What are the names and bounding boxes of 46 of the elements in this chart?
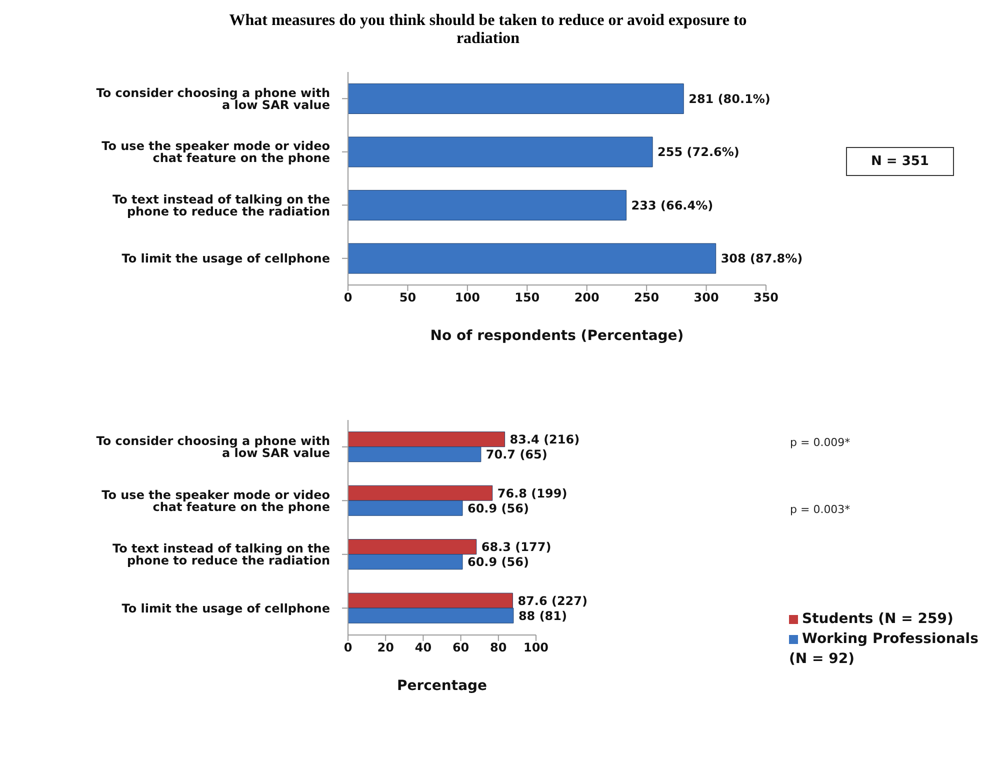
y-tick-label: To consider choosing a phone with a low SAR value [96, 434, 330, 460]
data-label: 87.6 (227) [518, 594, 588, 608]
x-axis-title: Percentage [396, 678, 488, 694]
data-label: 281 (80.1%) [688, 92, 770, 106]
x-tick-label: 0 [344, 640, 352, 655]
x-tick-label: 250 [634, 290, 660, 305]
x-tick-label: 60 [452, 640, 470, 655]
x-tick-label: 50 [399, 290, 416, 305]
y-tick-label: To use the speaker mode or video chat feature on the phone [102, 488, 330, 514]
x-tick-label: 100 [454, 290, 480, 305]
x-tick-label: 80 [490, 640, 507, 655]
bar [348, 190, 627, 220]
data-label: 60.9 (56) [467, 501, 529, 516]
bar [348, 136, 653, 168]
x-tick-label: 350 [753, 290, 779, 305]
data-label: 68.3 (177) [481, 540, 552, 554]
data-label: 60.9 (56) [467, 555, 529, 570]
text: p = 0.003* [790, 503, 850, 516]
y-tick-label: To text instead of talking on the phone to reduce the radiation [112, 542, 330, 568]
y-tick-label: To limit the usage of cellphone [122, 252, 330, 266]
data-label: 76.8 (199) [497, 486, 568, 500]
data-label: 255 (72.6%) [658, 145, 740, 160]
data-label: 233 (66.4%) [631, 198, 714, 212]
y-tick-label: To consider choosing a phone with a low SAR value [96, 86, 330, 112]
x-tick-label: 0 [344, 290, 352, 305]
x-tick-label: 150 [514, 290, 540, 305]
x-tick-label: 100 [523, 640, 549, 655]
text: p = 0.009* [790, 436, 850, 449]
x-tick-label: 20 [377, 640, 394, 655]
legend-label: Students (N = 259) [802, 611, 954, 627]
x-tick-label: 300 [694, 290, 719, 305]
data-label: 70.7 (65) [486, 448, 548, 462]
x-axis-title: No of respondents (Percentage) [430, 328, 684, 344]
legend-label: Working Professionals (N = 92) [789, 631, 978, 667]
data-label: 83.4 (216) [510, 432, 580, 447]
x-tick-label: 200 [574, 290, 600, 305]
text: N = 351 [846, 147, 954, 176]
y-tick-label: To limit the usage of cellphone [122, 601, 330, 616]
bar [348, 83, 684, 114]
bar [348, 243, 716, 274]
x-tick-label: 40 [414, 640, 432, 655]
chart-title: What measures do you think should be taken to reduce or avoid exposure to radiation [228, 11, 748, 48]
data-label: 88 (81) [518, 608, 567, 623]
data-label: 308 (87.8%) [720, 252, 803, 266]
y-tick-label: To text instead of talking on the phone to reduce the radiation [112, 192, 330, 218]
y-tick-label: To use the speaker mode or video chat feature on the phone [102, 139, 330, 166]
